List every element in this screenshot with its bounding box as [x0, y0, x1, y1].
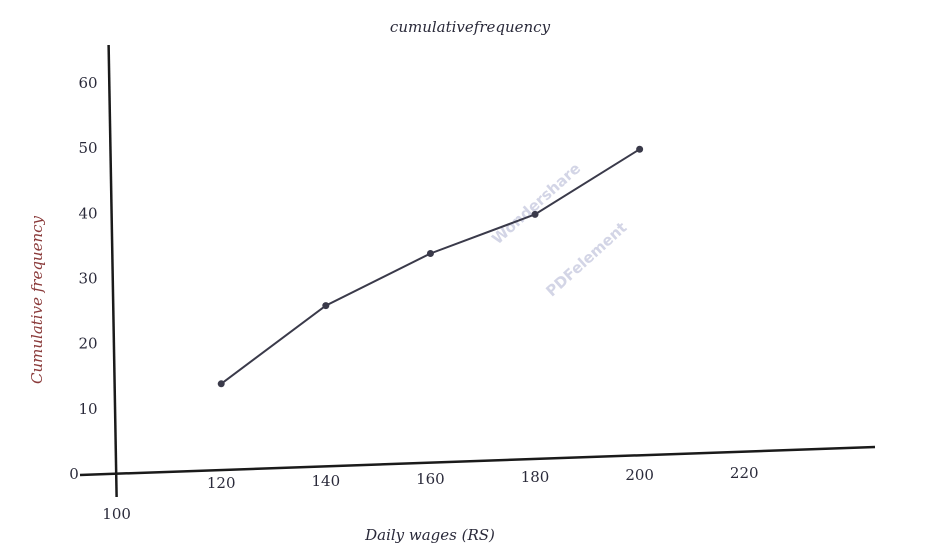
x-axis	[79, 445, 876, 477]
y-tick-label: 20	[78, 335, 97, 353]
y-axis-label: Cumulative frequency	[28, 215, 46, 384]
x-tick-label: 100	[102, 505, 131, 523]
chart-title: cumulativefrequency	[390, 18, 551, 36]
x-axis-label: Daily wages (RS)	[364, 526, 495, 544]
x-tick-label: 200	[625, 466, 654, 484]
point	[426, 249, 434, 257]
watermark: Wondershare PDFelement	[488, 159, 630, 300]
y-tick-label: 60	[78, 74, 97, 92]
point	[217, 380, 225, 388]
x-tick-label: 160	[416, 470, 445, 488]
point	[531, 210, 539, 218]
x-tick-label: 220	[730, 464, 759, 482]
y-tick-label: 0	[69, 465, 79, 483]
watermark-line: Wondershare	[488, 159, 584, 248]
watermark-line: PDFelement	[542, 218, 630, 300]
x-tick-label: 180	[521, 468, 550, 486]
y-tick-label: 40	[78, 204, 97, 222]
y-axis	[107, 44, 118, 498]
y-tick-label: 30	[78, 270, 97, 288]
y-tick-label: 10	[78, 400, 97, 418]
point	[322, 302, 330, 310]
point	[636, 145, 644, 153]
x-tick-label: 140	[312, 472, 341, 490]
y-tick-label: 50	[78, 139, 97, 157]
x-tick-label: 120	[207, 474, 236, 492]
